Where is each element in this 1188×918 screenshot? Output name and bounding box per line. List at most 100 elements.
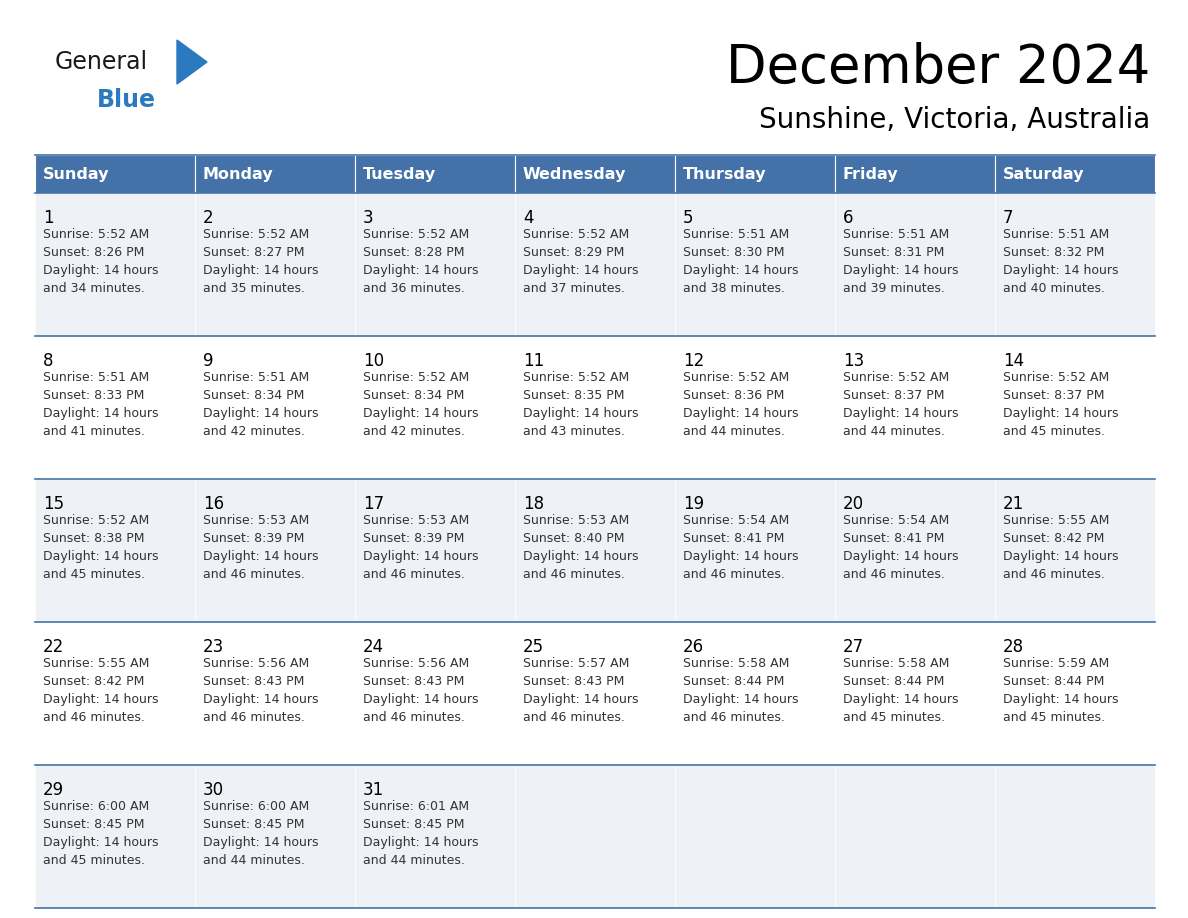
Text: Daylight: 14 hours: Daylight: 14 hours bbox=[364, 264, 479, 277]
Text: 3: 3 bbox=[364, 209, 373, 227]
Text: Daylight: 14 hours: Daylight: 14 hours bbox=[203, 407, 318, 420]
Text: Daylight: 14 hours: Daylight: 14 hours bbox=[843, 550, 959, 563]
Text: and 39 minutes.: and 39 minutes. bbox=[843, 282, 944, 295]
Bar bbox=[675, 155, 835, 193]
Text: Friday: Friday bbox=[843, 166, 898, 182]
Text: Daylight: 14 hours: Daylight: 14 hours bbox=[364, 550, 479, 563]
Text: Daylight: 14 hours: Daylight: 14 hours bbox=[523, 550, 638, 563]
Bar bbox=[675, 336, 835, 479]
Text: Daylight: 14 hours: Daylight: 14 hours bbox=[523, 264, 638, 277]
Bar bbox=[34, 155, 195, 193]
Text: Sunrise: 5:58 AM: Sunrise: 5:58 AM bbox=[843, 657, 949, 670]
Text: Daylight: 14 hours: Daylight: 14 hours bbox=[1003, 407, 1118, 420]
Text: 26: 26 bbox=[683, 638, 704, 656]
Bar bbox=[516, 622, 675, 765]
Text: and 46 minutes.: and 46 minutes. bbox=[43, 711, 145, 724]
Text: and 46 minutes.: and 46 minutes. bbox=[203, 568, 305, 581]
Text: Sunrise: 5:52 AM: Sunrise: 5:52 AM bbox=[43, 228, 150, 241]
Text: and 44 minutes.: and 44 minutes. bbox=[364, 854, 465, 867]
Text: Sunset: 8:41 PM: Sunset: 8:41 PM bbox=[843, 532, 944, 545]
Text: Sunrise: 5:56 AM: Sunrise: 5:56 AM bbox=[364, 657, 469, 670]
Text: and 42 minutes.: and 42 minutes. bbox=[203, 425, 305, 438]
Text: Sunset: 8:39 PM: Sunset: 8:39 PM bbox=[364, 532, 465, 545]
Bar bbox=[835, 336, 996, 479]
Bar bbox=[996, 193, 1155, 336]
Text: Sunset: 8:34 PM: Sunset: 8:34 PM bbox=[203, 389, 304, 402]
Text: 7: 7 bbox=[1003, 209, 1013, 227]
Text: Sunrise: 5:52 AM: Sunrise: 5:52 AM bbox=[203, 228, 309, 241]
Bar bbox=[516, 336, 675, 479]
Text: and 46 minutes.: and 46 minutes. bbox=[203, 711, 305, 724]
Text: Sunset: 8:42 PM: Sunset: 8:42 PM bbox=[43, 675, 145, 688]
Text: 16: 16 bbox=[203, 495, 225, 513]
Bar bbox=[516, 193, 675, 336]
Text: 2: 2 bbox=[203, 209, 214, 227]
Text: and 46 minutes.: and 46 minutes. bbox=[364, 568, 465, 581]
Text: Wednesday: Wednesday bbox=[523, 166, 626, 182]
Bar bbox=[996, 622, 1155, 765]
Bar bbox=[675, 765, 835, 908]
Text: Sunset: 8:28 PM: Sunset: 8:28 PM bbox=[364, 246, 465, 259]
Text: and 45 minutes.: and 45 minutes. bbox=[1003, 711, 1105, 724]
Text: 8: 8 bbox=[43, 352, 53, 370]
Text: Daylight: 14 hours: Daylight: 14 hours bbox=[843, 693, 959, 706]
Text: Sunset: 8:43 PM: Sunset: 8:43 PM bbox=[203, 675, 304, 688]
Text: 23: 23 bbox=[203, 638, 225, 656]
Text: Sunset: 8:43 PM: Sunset: 8:43 PM bbox=[523, 675, 625, 688]
Text: Thursday: Thursday bbox=[683, 166, 766, 182]
Bar bbox=[996, 479, 1155, 622]
Text: Monday: Monday bbox=[203, 166, 273, 182]
Text: and 45 minutes.: and 45 minutes. bbox=[843, 711, 944, 724]
Text: Daylight: 14 hours: Daylight: 14 hours bbox=[523, 693, 638, 706]
Text: Sunrise: 5:56 AM: Sunrise: 5:56 AM bbox=[203, 657, 309, 670]
Bar bbox=[34, 479, 195, 622]
Text: Sunset: 8:39 PM: Sunset: 8:39 PM bbox=[203, 532, 304, 545]
Text: Sunset: 8:36 PM: Sunset: 8:36 PM bbox=[683, 389, 784, 402]
Text: and 46 minutes.: and 46 minutes. bbox=[364, 711, 465, 724]
Text: Sunset: 8:45 PM: Sunset: 8:45 PM bbox=[364, 818, 465, 831]
Text: 4: 4 bbox=[523, 209, 533, 227]
Text: Sunrise: 5:54 AM: Sunrise: 5:54 AM bbox=[683, 514, 789, 527]
Bar bbox=[355, 193, 516, 336]
Text: and 40 minutes.: and 40 minutes. bbox=[1003, 282, 1105, 295]
Text: Sunrise: 5:52 AM: Sunrise: 5:52 AM bbox=[43, 514, 150, 527]
Text: Sunrise: 5:52 AM: Sunrise: 5:52 AM bbox=[364, 371, 469, 384]
Text: and 46 minutes.: and 46 minutes. bbox=[523, 568, 625, 581]
Text: Sunset: 8:44 PM: Sunset: 8:44 PM bbox=[1003, 675, 1105, 688]
Text: Daylight: 14 hours: Daylight: 14 hours bbox=[203, 693, 318, 706]
Text: Daylight: 14 hours: Daylight: 14 hours bbox=[43, 836, 158, 849]
Text: Daylight: 14 hours: Daylight: 14 hours bbox=[203, 264, 318, 277]
Text: Daylight: 14 hours: Daylight: 14 hours bbox=[43, 693, 158, 706]
Text: Sunrise: 5:55 AM: Sunrise: 5:55 AM bbox=[1003, 514, 1110, 527]
Text: Sunset: 8:37 PM: Sunset: 8:37 PM bbox=[1003, 389, 1105, 402]
Text: Sunday: Sunday bbox=[43, 166, 109, 182]
Text: Daylight: 14 hours: Daylight: 14 hours bbox=[43, 407, 158, 420]
Text: Saturday: Saturday bbox=[1003, 166, 1085, 182]
Bar bbox=[34, 193, 195, 336]
Text: and 37 minutes.: and 37 minutes. bbox=[523, 282, 625, 295]
Text: Daylight: 14 hours: Daylight: 14 hours bbox=[683, 693, 798, 706]
Text: and 46 minutes.: and 46 minutes. bbox=[1003, 568, 1105, 581]
Text: Sunrise: 5:54 AM: Sunrise: 5:54 AM bbox=[843, 514, 949, 527]
Text: 11: 11 bbox=[523, 352, 544, 370]
Text: Sunrise: 5:53 AM: Sunrise: 5:53 AM bbox=[523, 514, 630, 527]
Text: and 42 minutes.: and 42 minutes. bbox=[364, 425, 465, 438]
Text: Daylight: 14 hours: Daylight: 14 hours bbox=[1003, 550, 1118, 563]
Text: Daylight: 14 hours: Daylight: 14 hours bbox=[1003, 693, 1118, 706]
Text: Sunrise: 5:52 AM: Sunrise: 5:52 AM bbox=[523, 228, 630, 241]
Text: Sunset: 8:31 PM: Sunset: 8:31 PM bbox=[843, 246, 944, 259]
Text: December 2024: December 2024 bbox=[726, 42, 1150, 94]
Bar bbox=[34, 765, 195, 908]
Bar bbox=[675, 622, 835, 765]
Text: Daylight: 14 hours: Daylight: 14 hours bbox=[843, 407, 959, 420]
Text: and 44 minutes.: and 44 minutes. bbox=[683, 425, 785, 438]
Text: Sunset: 8:45 PM: Sunset: 8:45 PM bbox=[203, 818, 304, 831]
Text: and 45 minutes.: and 45 minutes. bbox=[43, 854, 145, 867]
Text: Sunset: 8:33 PM: Sunset: 8:33 PM bbox=[43, 389, 145, 402]
Text: Sunrise: 5:52 AM: Sunrise: 5:52 AM bbox=[364, 228, 469, 241]
Text: Sunset: 8:44 PM: Sunset: 8:44 PM bbox=[683, 675, 784, 688]
Text: Sunset: 8:30 PM: Sunset: 8:30 PM bbox=[683, 246, 784, 259]
Text: Daylight: 14 hours: Daylight: 14 hours bbox=[43, 550, 158, 563]
Text: 12: 12 bbox=[683, 352, 704, 370]
Text: Sunset: 8:42 PM: Sunset: 8:42 PM bbox=[1003, 532, 1105, 545]
